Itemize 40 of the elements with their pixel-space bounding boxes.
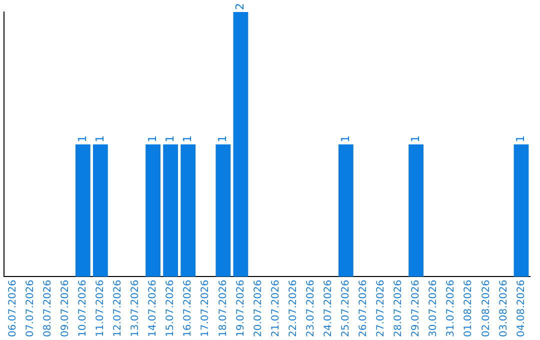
x-tick-label: 21.07.2026 <box>270 280 282 338</box>
x-tick-label: 09.07.2026 <box>60 280 71 338</box>
data-label: 1 <box>146 135 159 142</box>
x-tick-label: 15.07.2026 <box>165 280 176 338</box>
x-tick-label: 20.07.2026 <box>252 280 264 338</box>
x-tick-label: 02.08.2026 <box>480 280 492 338</box>
x-tick-label: 08.07.2026 <box>42 280 54 338</box>
data-label: 1 <box>338 135 352 142</box>
x-tick-label: 19.07.2026 <box>235 280 246 338</box>
x-tick-label: 23.07.2026 <box>305 280 316 338</box>
x-tick-label: 06.07.2026 <box>7 280 18 338</box>
x-tick-label: 22.07.2026 <box>288 280 299 338</box>
x-tick-label: 10.07.2026 <box>77 280 88 338</box>
data-label: 1 <box>93 135 106 142</box>
x-tick-label: 28.07.2026 <box>393 280 404 338</box>
x-tick-label: 24.07.2026 <box>322 280 334 338</box>
x-tick-label: 17.07.2026 <box>200 280 212 338</box>
x-tick-label: 12.07.2026 <box>112 280 124 338</box>
data-label: 1 <box>180 135 194 142</box>
x-tick-label: 26.07.2026 <box>358 280 370 338</box>
data-label: 1 <box>408 135 422 142</box>
x-tick-label: 30.07.2026 <box>428 280 440 338</box>
x-tick-label: 11.07.2026 <box>95 280 106 338</box>
data-label: 1 <box>76 135 89 142</box>
x-tick-label: 16.07.2026 <box>182 280 194 338</box>
x-tick-label: 27.07.2026 <box>376 280 387 338</box>
data-label: 1 <box>163 135 176 142</box>
x-tick-label: 25.07.2026 <box>340 280 352 338</box>
x-tick-label: 14.07.2026 <box>148 280 159 338</box>
x-tick-label: 07.07.2026 <box>24 280 36 338</box>
x-tick-label: 01.08.2026 <box>463 280 474 338</box>
x-tick-label: 29.07.2026 <box>410 280 422 338</box>
data-label: 2 <box>234 3 247 10</box>
x-tick-label: 13.07.2026 <box>130 280 142 338</box>
data-label: 1 <box>216 135 230 142</box>
x-tick-label: 04.08.2026 <box>516 280 527 338</box>
data-label: 1 <box>514 135 528 142</box>
x-tick-label: 03.08.2026 <box>498 280 510 338</box>
x-tick-label: 18.07.2026 <box>218 280 229 338</box>
x-tick-label: 31.07.2026 <box>446 280 457 338</box>
